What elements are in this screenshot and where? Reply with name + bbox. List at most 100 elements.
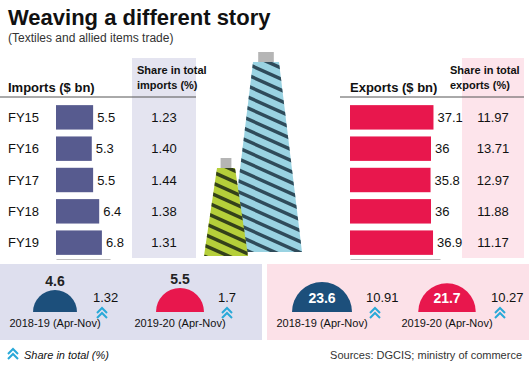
share-value: 10.91 bbox=[366, 290, 399, 305]
share-header: Share in total imports (%) bbox=[137, 64, 207, 91]
bar bbox=[350, 105, 433, 129]
cone-stripe bbox=[204, 245, 248, 265]
share-value: 13.71 bbox=[477, 141, 510, 156]
data-label: 5.3 bbox=[96, 141, 114, 156]
data-label: 37.1 bbox=[437, 110, 462, 125]
chevron-icon bbox=[8, 349, 18, 359]
share-header-line: imports (%) bbox=[137, 79, 198, 91]
series-header: Imports ($ bn) bbox=[8, 80, 95, 95]
legend-label: Share in total (%) bbox=[24, 349, 109, 361]
category-label: FY18 bbox=[8, 204, 39, 219]
bars bbox=[56, 105, 102, 255]
bar bbox=[350, 230, 433, 254]
share-header: Share in total exports (%) bbox=[450, 64, 520, 91]
cone-stripe bbox=[204, 124, 248, 144]
bar bbox=[56, 168, 93, 192]
share-header-line: Share in total bbox=[450, 64, 520, 76]
header-rule bbox=[0, 97, 196, 98]
category-label: FY17 bbox=[8, 173, 39, 188]
value-axis bbox=[351, 259, 441, 260]
cone-stripe bbox=[204, 146, 248, 166]
panel-bg bbox=[0, 264, 262, 340]
category-label: 2018-19 (Apr-Nov) bbox=[276, 317, 367, 329]
panel-bg bbox=[267, 264, 529, 340]
value-axis bbox=[57, 259, 111, 260]
share-value: 12.97 bbox=[477, 173, 510, 188]
bar bbox=[56, 199, 99, 223]
bar bbox=[56, 230, 102, 254]
category-label: FY15 bbox=[8, 110, 39, 125]
category-label: 2019-20 (Apr-Nov) bbox=[401, 317, 492, 329]
category-label: FY16 bbox=[8, 141, 39, 156]
share-value: 10.27 bbox=[491, 290, 524, 305]
chevron-icon bbox=[495, 308, 505, 318]
cone-stripe bbox=[204, 201, 248, 221]
share-value: 1.32 bbox=[93, 290, 118, 305]
cone-stripe bbox=[204, 190, 248, 210]
bar bbox=[350, 168, 431, 192]
semicircle bbox=[292, 282, 352, 312]
share-value: 11.17 bbox=[477, 235, 509, 250]
category-label: FY19 bbox=[8, 235, 39, 250]
data-label: 23.6 bbox=[308, 290, 335, 306]
data-label: 4.6 bbox=[45, 273, 65, 289]
cone-stripe bbox=[204, 179, 248, 199]
data-label: 5.5 bbox=[170, 271, 190, 287]
share-value: 1.38 bbox=[151, 204, 176, 219]
semicircle bbox=[33, 290, 77, 312]
series-header: Exports ($ bn) bbox=[350, 80, 437, 95]
data-label: 5.5 bbox=[97, 173, 115, 188]
cone-stripe bbox=[204, 135, 248, 155]
cone-stripe bbox=[230, 23, 302, 55]
share-header-line: exports (%) bbox=[450, 79, 510, 91]
semicircle bbox=[418, 283, 476, 312]
data-label: 21.7 bbox=[433, 290, 460, 306]
chevron-icon bbox=[222, 308, 232, 318]
axis-line bbox=[57, 259, 111, 260]
header-rule bbox=[340, 97, 524, 98]
cone-stripe bbox=[230, 34, 302, 66]
bar bbox=[350, 136, 431, 160]
semicircles bbox=[292, 282, 476, 312]
source: Sources: DGCIS; ministry of commerce bbox=[330, 349, 522, 361]
background bbox=[0, 0, 529, 371]
share-header-line: Share in total bbox=[137, 64, 207, 76]
data-label: 5.5 bbox=[97, 110, 115, 125]
subtitle: (Textiles and allied items trade) bbox=[8, 31, 173, 45]
share-value: 11.88 bbox=[477, 204, 509, 219]
cone-stripe bbox=[204, 212, 248, 232]
chart-svg: Weaving a different story(Textiles and a… bbox=[0, 0, 529, 371]
bar bbox=[56, 136, 92, 160]
data-label: 36 bbox=[435, 141, 449, 156]
cone-stripe bbox=[204, 168, 248, 188]
cone-stripe bbox=[204, 234, 248, 254]
share-value: 1.7 bbox=[218, 290, 236, 305]
cone-stripe bbox=[230, 0, 302, 22]
cone-stripe bbox=[204, 157, 248, 177]
category-label: 2018-19 (Apr-Nov) bbox=[9, 317, 100, 329]
chevron-icon bbox=[370, 308, 380, 318]
data-label: 36 bbox=[435, 204, 449, 219]
cone-stripe bbox=[230, 12, 302, 44]
share-value: 1.44 bbox=[151, 173, 176, 188]
share-value: 11.97 bbox=[477, 110, 509, 125]
category-label: 2019-20 (Apr-Nov) bbox=[134, 317, 225, 329]
data-label: 35.8 bbox=[435, 173, 460, 188]
chart-container: Weaving a different story(Textiles and a… bbox=[0, 0, 529, 371]
cone-stripe bbox=[230, 1, 302, 33]
bar bbox=[56, 105, 93, 129]
title: Weaving a different story bbox=[8, 5, 271, 30]
semicircles bbox=[33, 288, 204, 312]
semicircle bbox=[156, 288, 204, 312]
data-label: 6.4 bbox=[103, 204, 121, 219]
yarn-cone bbox=[204, 124, 248, 276]
share-value: 1.31 bbox=[151, 235, 176, 250]
axis-line bbox=[351, 259, 441, 260]
bars bbox=[350, 105, 433, 255]
cone-stripe bbox=[204, 223, 248, 243]
cone-body bbox=[204, 168, 248, 256]
data-label: 6.8 bbox=[106, 235, 124, 250]
data-label: 36.9 bbox=[437, 235, 462, 250]
share-value: 1.40 bbox=[151, 141, 176, 156]
chevron-icon bbox=[97, 308, 107, 318]
